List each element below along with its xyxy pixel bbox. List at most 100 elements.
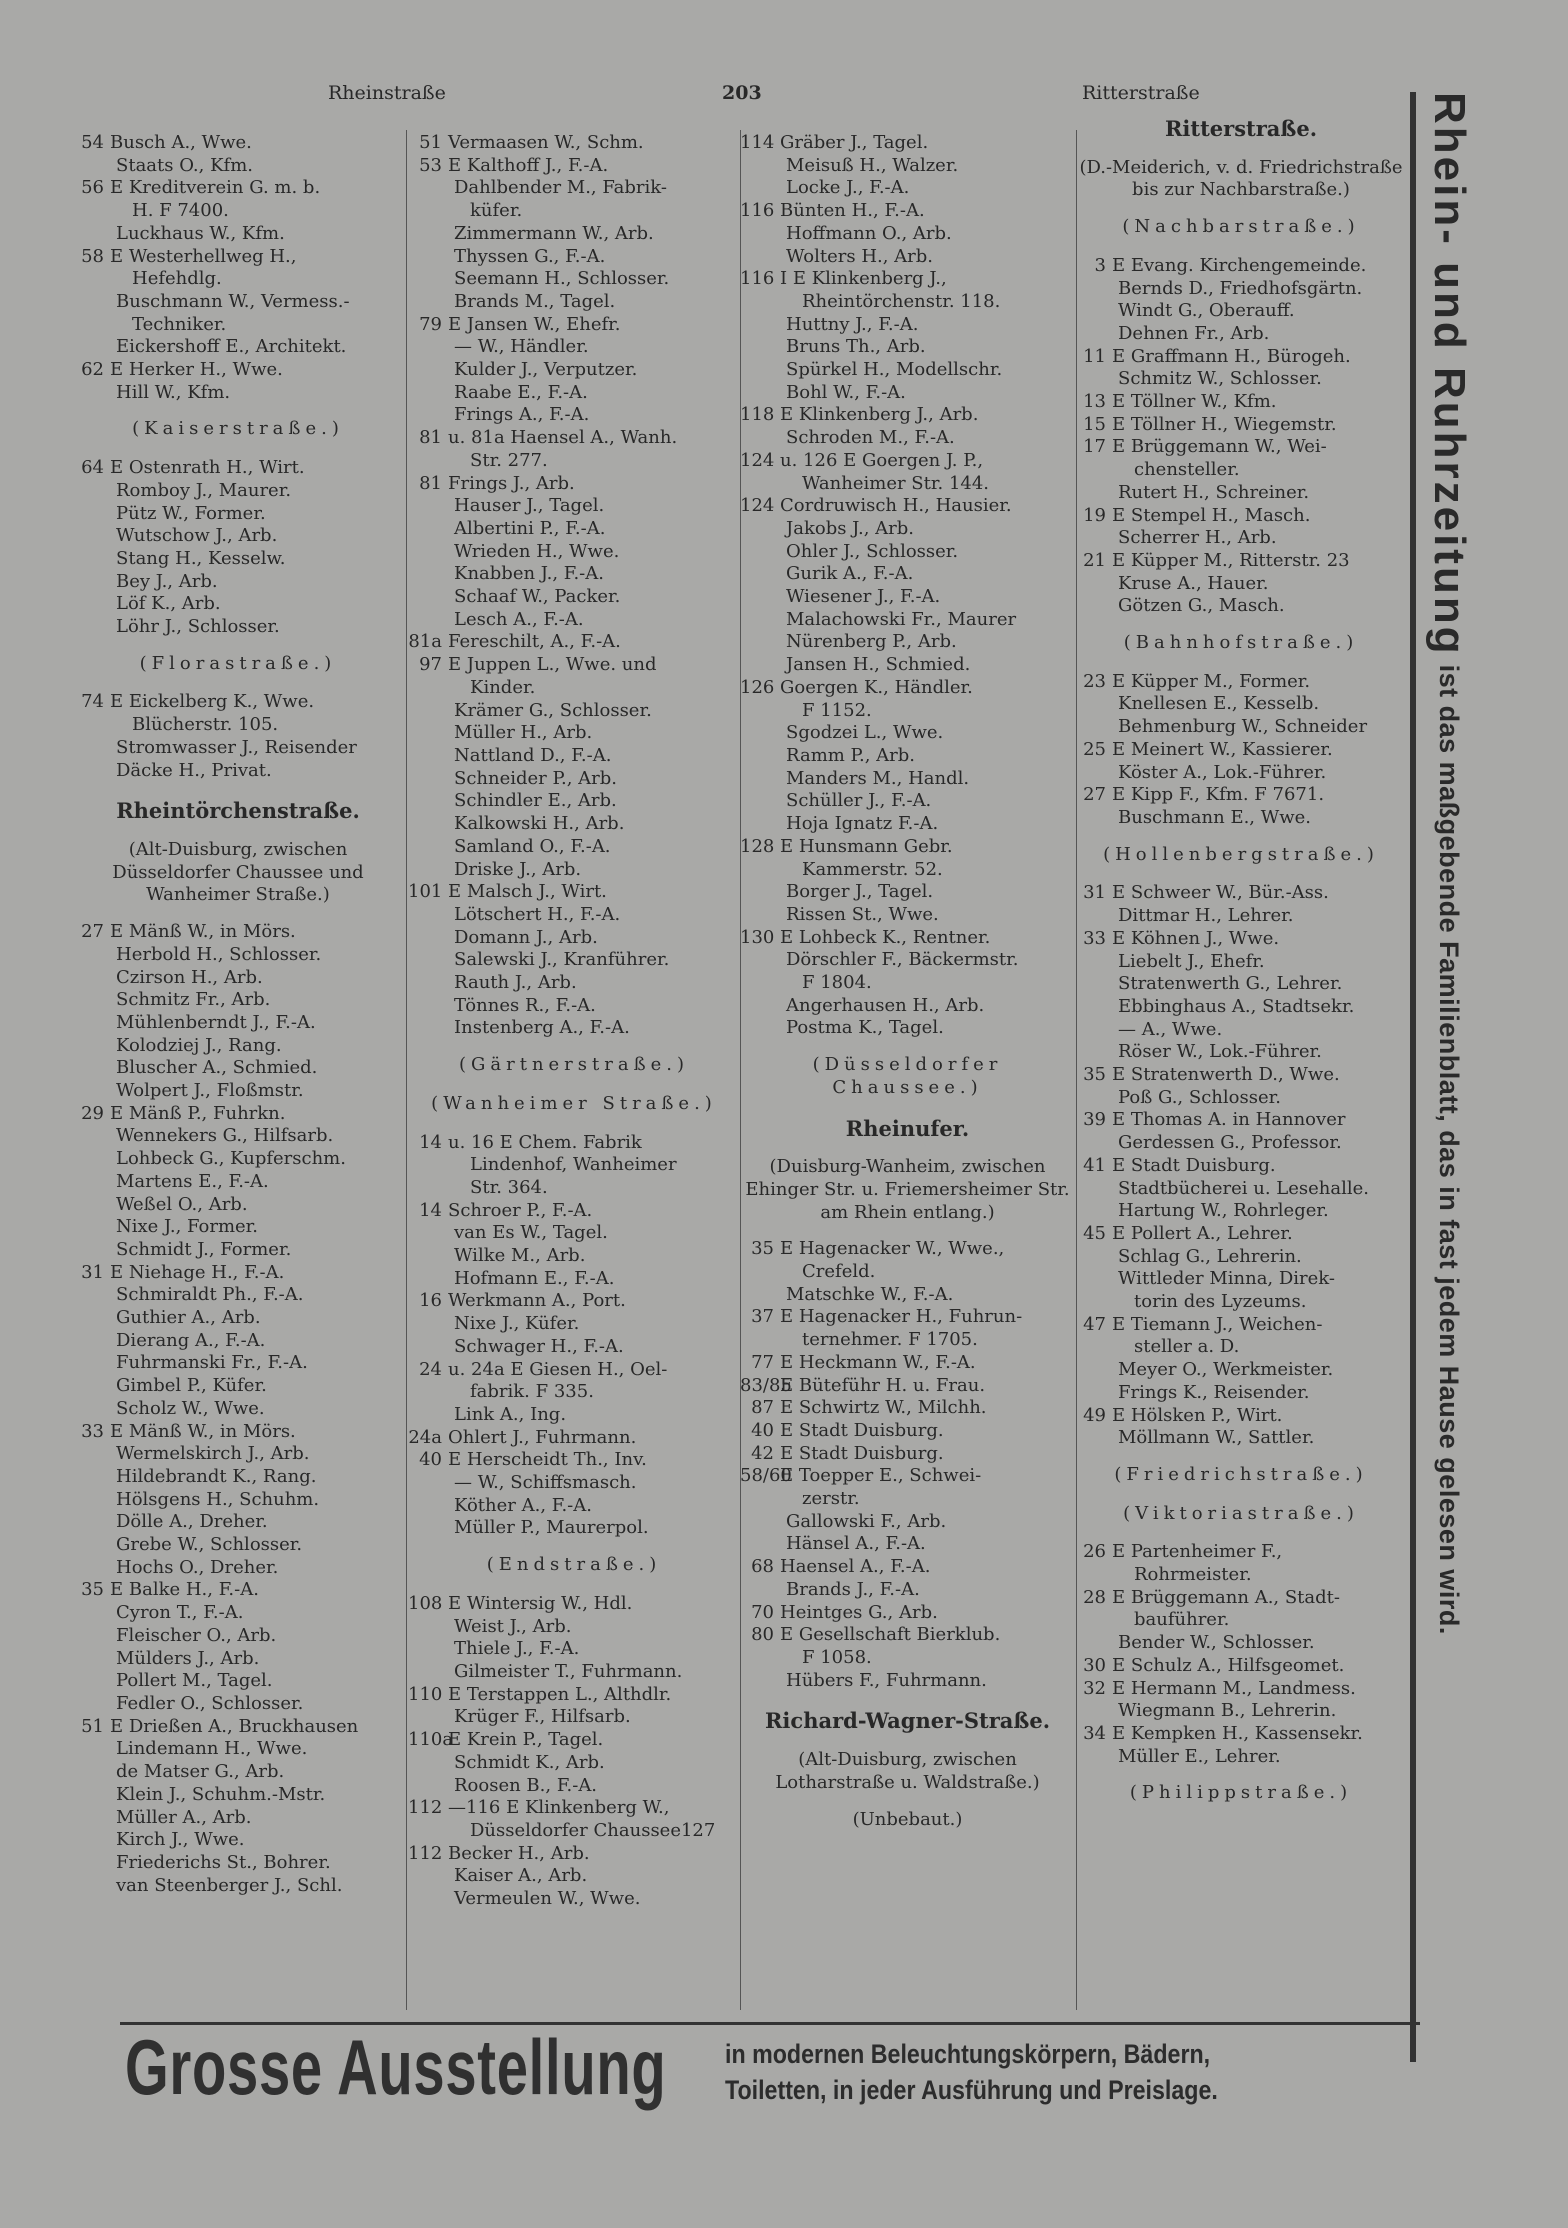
running-header-left: Rheinstraße [328,82,446,104]
house-number: 110a [408,1729,454,1751]
directory-entry: Gilmeister T., Fuhrmann. [454,1661,683,1682]
directory-entry: Krüger F., Hilfsarb. [454,1706,631,1728]
directory-entry: 42 E Stadt Duisburg. [740,1443,1075,1466]
directory-entry: Angerhausen H., Arb. [786,994,985,1016]
directory-entry: Brands J., F.-A. [786,1578,920,1600]
directory-entry: 31 E Niehage H., F.-A. [70,1262,406,1285]
directory-entry: 62 E Herker H., Wwe. [70,359,406,382]
directory-entry: Dahlbender M., Fabrik- [454,177,667,199]
directory-entry: Vermeulen W., Wwe. [454,1888,641,1910]
entry-text: Schroer P., F.-A. [448,1199,593,1221]
directory-entry: Luckhaus W., Kfm. [116,222,285,244]
entry-text: E Kalthoff J., F.-A. [448,154,609,176]
directory-entry: Dörschler F., Bäckermstr. [786,949,1019,971]
house-number: 81a [408,631,442,653]
page-number: 203 [722,82,762,104]
directory-entry: Löf K., Arb. [116,593,221,615]
cross-street: (Hollenbergstraße.) [1103,843,1379,865]
directory-entry: Wiegmann B., Lehrerin. [1118,1700,1337,1722]
entry-text: E Hermann M., Landmess. [1112,1677,1356,1699]
entry-text: E Stempel H., Masch. [1112,504,1311,526]
directory-entry: Schlag G., Lehrerin. [1118,1245,1302,1267]
directory-entry: Hill W., Kfm. [116,381,231,403]
directory-entry: 33 E Mänß W., in Mörs. [70,1421,406,1444]
directory-entry: de Matser G., Arb. [116,1761,285,1783]
directory-entry: 23 E Küpper M., Former. [1072,671,1410,694]
directory-entry: Bernds D., Friedhofsgärtn. [1118,277,1363,299]
directory-entry: 81 Frings J., Arb. [408,473,740,496]
entry-text: E Toepper E., Schwei- [780,1465,982,1487]
entry-text: u. 81a Haensel A., Wanh. [448,427,678,449]
entry-text: E Herker H., Wwe. [110,359,283,381]
running-header-right: Ritterstraße [1082,82,1200,104]
street-heading: Richard-Wagner-Straße. [764,1708,1051,1734]
house-number: 74 [81,691,104,713]
house-number: 81 [419,427,442,449]
directory-entry: Staats O., Kfm. [116,154,253,176]
directory-entry: Liebelt J., Ehefr. [1118,950,1265,972]
directory-entry: Hauser J., Tagel. [454,495,605,517]
directory-entry: 3 E Evang. Kirchengemeinde. [1072,255,1410,278]
entry-text: Busch A., Wwe. [110,132,252,153]
entry-text: E Kreditverein G. m. b. [110,177,321,199]
entry-continuation: F 1804. [802,972,872,994]
directory-entry: Dölle A., Dreher. [116,1511,268,1533]
directory-entry: Bey J., Arb. [116,570,218,592]
entry-text: E Malsch J., Wirt. [448,881,607,903]
directory-entry: Bruns Th., Arb. [786,336,926,358]
directory-entry: — A., Wwe. [1118,1018,1223,1040]
entry-text: Becker H., Arb. [448,1842,590,1864]
directory-entry: 126 Goergen K., Händler. [740,677,1075,700]
house-number: 51 [81,1715,104,1737]
directory-entry: Instenberg A., F.-A. [454,1017,630,1039]
bottom-ad-headline: Grosse Ausstellung [125,2023,667,2111]
directory-entry: 70 Heintges G., Arb. [740,1602,1075,1625]
entry-text: Vermaasen W., Schm. [448,132,644,153]
entry-text: E Hölsken P., Wirt. [1112,1404,1283,1426]
street-heading: Rheinufer. [845,1115,970,1141]
directory-entry: Guthier A., Arb. [116,1307,261,1329]
directory-entry: 34 E Kempken H., Kassensekr. [1072,1723,1410,1746]
directory-entry: 56 E Kreditverein G. m. b. [70,177,406,200]
directory-entry: Rissen St., Wwe. [786,903,939,925]
directory-entry: Wolters H., Arb. [786,245,934,267]
entry-text: E Kempken H., Kassensekr. [1112,1723,1363,1744]
entry-text: E Schulz A., Hilfsgeomet. [1112,1654,1345,1676]
entry-text: E Westerhellweg H., [110,245,297,267]
bottom-ad-line-1: in modernen Beleuchtungskörpern, Bädern, [725,2039,1211,2069]
directory-entry: 49 E Hölsken P., Wirt. [1072,1405,1410,1428]
directory-entry: Lohbeck G., Kupferschm. [116,1148,346,1170]
directory-entry: Kolodziej J., Rang. [116,1034,282,1056]
directory-entry: Kulder J., Verputzer. [454,359,638,381]
entry-continuation: Hefehdlg. [132,268,222,290]
street-description: (Alt-Duisburg, zwischen Lotharstraße u. … [775,1749,1040,1793]
house-number: 42 [751,1442,774,1464]
house-number: 81 [419,472,442,494]
directory-entry: 24 u. 24a E Giesen H., Oel- [408,1359,740,1382]
directory-entry: 77 E Heckmann W., F.-A. [740,1352,1075,1375]
directory-entry: Schmitz Fr., Arb. [116,989,271,1011]
entry-text: E Töllner W., Kfm. [1112,391,1277,413]
directory-entry: 110aE Krein P., Tagel. [408,1729,740,1752]
directory-entry: Frings K., Reisender. [1118,1381,1310,1403]
house-number: 35 [81,1579,104,1601]
directory-entry: Locke J., F.-A. [786,177,910,199]
directory-entry: Müller A., Arb. [116,1806,252,1828]
directory-entry: Nixe J., Former. [116,1216,259,1238]
directory-entry: Nürenberg P., Arb. [786,631,957,653]
house-number: 58 [81,245,104,267]
column-3: 114 Gräber J., Tagel. Meisuß H., Walzer. Lo… [740,132,1075,1845]
directory-entry: 31 E Schweer W., Bür.-Ass. [1072,882,1410,905]
directory-entry: 35 E Stratenwerth D., Wwe. [1072,1064,1410,1087]
side-advertisement: Rhein- und Ruhrzeitung ist das maßgebend… [1424,92,1474,2067]
directory-entry: Köster A., Lok.-Führer. [1118,761,1327,783]
directory-entry: 110 E Terstappen L., Althdlr. [408,1684,740,1707]
directory-entry: Stang H., Kesselw. [116,547,286,569]
entry-text: Cordruwisch H., Hausier. [780,495,1012,517]
entry-text: E Niehage H., F.-A. [110,1261,285,1283]
directory-entry: 112 Becker H., Arb. [408,1843,740,1866]
house-number: 112 [408,1797,443,1819]
house-number: 68 [751,1556,774,1578]
directory-entry: Schaaf W., Packer. [454,586,621,608]
house-number: 21 [1083,549,1106,571]
